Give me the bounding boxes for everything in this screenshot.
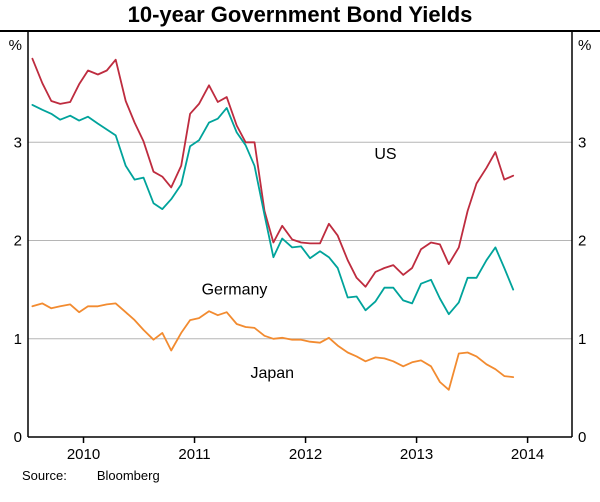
- series-line-us: [31, 57, 515, 288]
- y-axis-label-left: 1: [14, 331, 22, 348]
- chart-title: 10-year Government Bond Yields: [127, 2, 473, 27]
- chart-footer: Source: Bloomberg: [0, 468, 600, 483]
- y-axis-label-right: 2: [578, 233, 586, 250]
- x-axis-label: 2014: [511, 446, 544, 463]
- y-unit-label-left: %: [9, 37, 22, 54]
- series-label-japan: Japan: [250, 365, 294, 382]
- y-axis-label-right: 0: [578, 429, 586, 446]
- source-value: Bloomberg: [96, 468, 160, 483]
- chart-canvas: 0 0 1 1 2 2 3 3% % 2010 2011 2012 2013 2014 US Germany J…: [9, 32, 591, 463]
- x-axis-label: 2011: [178, 446, 210, 463]
- y-axis-label-right: 1: [578, 331, 586, 348]
- x-axis-label: 2012: [289, 446, 322, 463]
- series-label-us: US: [374, 146, 396, 163]
- series-line-japan: [31, 302, 515, 391]
- y-unit-label-right: %: [578, 37, 591, 54]
- y-axis-label-left: 0: [14, 429, 22, 446]
- title-block: 10-year Government Bond Yields: [0, 0, 600, 32]
- y-axis-label-left: 3: [14, 134, 22, 151]
- y-axis-label-left: 2: [14, 233, 22, 250]
- x-axis-label: 2013: [400, 446, 433, 463]
- source-label: Source:: [22, 468, 67, 483]
- series-line-germany: [31, 104, 515, 316]
- x-axis-label: 2010: [67, 446, 100, 463]
- series-label-germany: Germany: [202, 282, 268, 299]
- y-axis-label-right: 3: [578, 134, 586, 151]
